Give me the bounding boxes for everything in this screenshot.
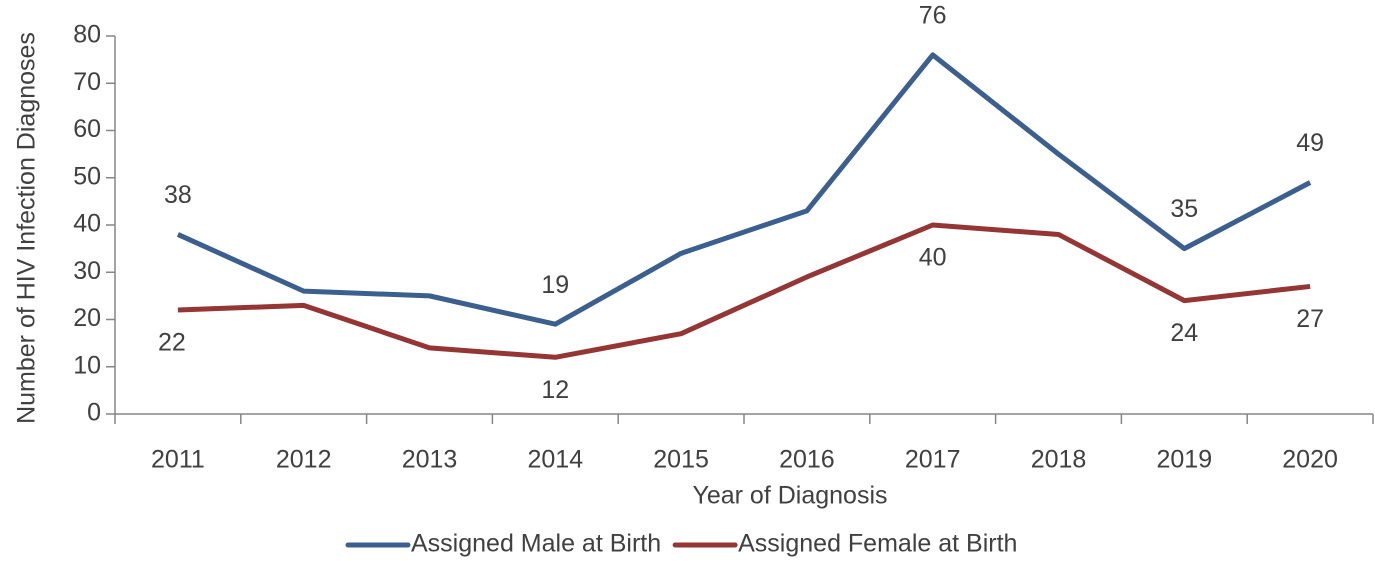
data-label: 24	[1170, 319, 1198, 347]
y-tick-label: 10	[73, 351, 101, 379]
x-tick-label: 2015	[653, 446, 709, 474]
x-tick-label: 2020	[1282, 446, 1338, 474]
x-tick-label: 2011	[151, 446, 205, 474]
x-tick-label: 2016	[779, 446, 835, 474]
data-label: 19	[541, 271, 569, 299]
y-tick-label: 60	[73, 115, 101, 143]
legend-label: Assigned Male at Birth	[411, 530, 661, 558]
y-tick-label: 40	[73, 210, 101, 238]
y-tick-label: 50	[73, 162, 101, 190]
x-tick-label: 2014	[527, 446, 583, 474]
y-axis-title: Number of HIV Infection Diagnoses	[13, 32, 41, 424]
y-tick-label: 70	[73, 68, 101, 96]
x-tick-label: 2019	[1156, 446, 1212, 474]
data-label: 76	[919, 2, 947, 30]
legend-label: Assigned Female at Birth	[738, 530, 1017, 558]
y-tick-label: 0	[87, 399, 101, 427]
y-tick-label: 20	[73, 304, 101, 332]
x-axis-title: Year of Diagnosis	[692, 482, 887, 510]
x-tick-label: 2018	[1031, 446, 1087, 474]
data-label: 40	[919, 244, 947, 272]
x-tick-label: 2013	[402, 446, 458, 474]
series-line	[176, 52, 1312, 327]
data-label: 22	[158, 329, 186, 357]
data-label: 38	[164, 181, 192, 209]
x-tick-label: 2012	[276, 446, 332, 474]
y-tick-label: 30	[73, 257, 101, 285]
x-tick-label: 2017	[905, 446, 961, 474]
data-label: 35	[1170, 195, 1198, 223]
data-label: 49	[1296, 129, 1324, 157]
data-label: 27	[1296, 305, 1324, 333]
series-line	[177, 222, 1311, 360]
data-label: 12	[541, 376, 569, 404]
y-tick-label: 80	[73, 21, 101, 49]
